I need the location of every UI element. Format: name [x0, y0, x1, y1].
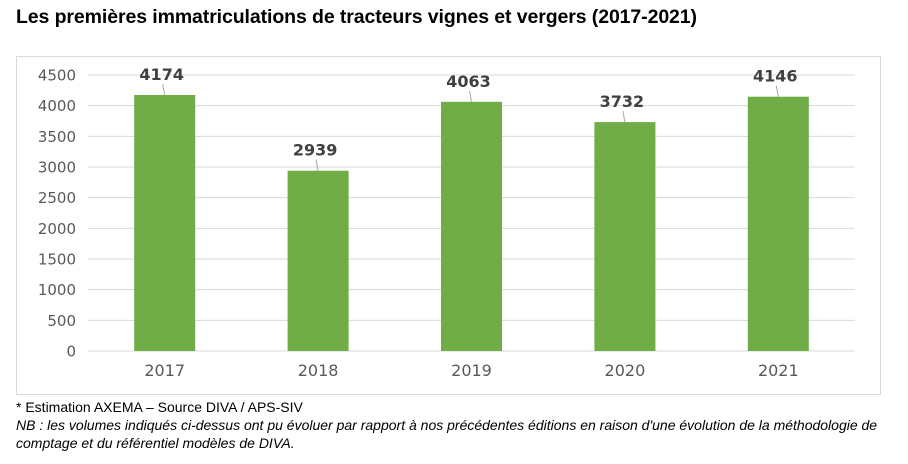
bar: [287, 170, 349, 351]
y-tick-label: 1500: [38, 251, 76, 269]
y-tick-label: 500: [47, 312, 76, 330]
data-label-leader: [469, 90, 472, 102]
x-tick-label: 2019: [451, 361, 492, 380]
chart-notes: * Estimation AXEMA – Source DIVA / APS-S…: [16, 398, 896, 452]
y-tick-label: 2500: [38, 189, 76, 207]
data-label-leader: [622, 111, 626, 123]
source-note: * Estimation AXEMA – Source DIVA / APS-S…: [16, 399, 303, 415]
bar-chart: 0 500 1000 1500 2000 2500 3000 3500 4000 4500 417…: [38, 65, 855, 380]
x-tick-label: 2018: [298, 361, 339, 380]
y-tick-label: 1000: [38, 281, 76, 299]
y-tick-label: 4500: [38, 67, 76, 85]
data-label-leader: [315, 159, 319, 171]
y-tick-label: 0: [66, 343, 76, 361]
y-tick-label: 2000: [38, 220, 76, 238]
bar: [594, 122, 656, 351]
data-label-leader: [775, 85, 779, 97]
nb-note: NB : les volumes indiqués ci-dessus ont …: [16, 417, 878, 451]
data-label: 4146: [753, 67, 798, 86]
chart-title: Les premières immatriculations de tracte…: [16, 6, 697, 28]
data-label-leader: [162, 83, 166, 96]
data-label: 4063: [446, 72, 491, 91]
bar: [441, 101, 502, 351]
x-tick-label: 2021: [758, 361, 799, 380]
bar: [134, 94, 196, 352]
data-label: 4174: [139, 65, 184, 84]
bar: [747, 96, 809, 351]
x-tick-label: 2017: [144, 361, 185, 380]
y-tick-label: 3000: [38, 159, 76, 177]
y-tick-label: 3500: [38, 128, 76, 146]
data-label: 3732: [600, 92, 645, 111]
data-label: 2939: [293, 141, 338, 160]
x-tick-label: 2020: [605, 361, 646, 380]
y-tick-label: 4000: [38, 97, 76, 115]
